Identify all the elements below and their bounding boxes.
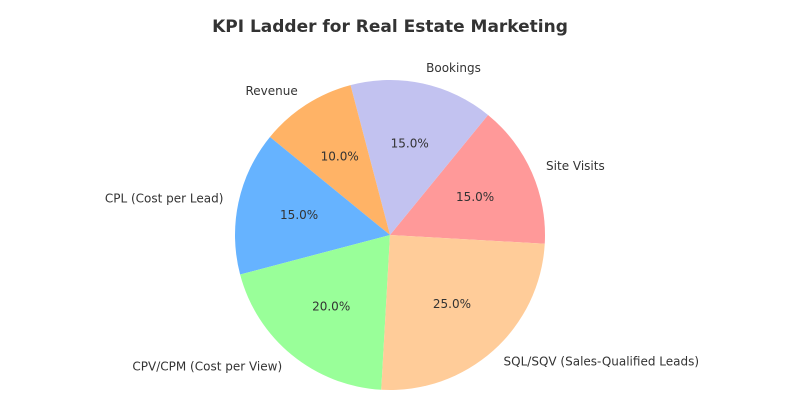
slice-label: Site Visits [546,159,605,173]
pie-slice [350,80,489,236]
value-label: 10.0% [321,149,359,163]
value-label: 25.0% [433,297,471,311]
pie-slice [269,85,390,235]
slice-label: CPL (Cost per Lead) [105,191,224,205]
slice-label: Revenue [245,84,297,98]
pie-slice [390,114,545,244]
value-label: 15.0% [391,137,429,151]
pie-slice [240,235,390,390]
value-label: 20.0% [312,300,350,314]
slice-label: CPV/CPM (Cost per View) [132,360,282,374]
value-label: 15.0% [456,190,494,204]
pie-slice [235,136,390,275]
chart-title: KPI Ladder for Real Estate Marketing [212,17,568,37]
value-label: 15.0% [280,208,318,222]
slice-label: SQL/SQV (Sales-Qualified Leads) [504,355,699,369]
slice-label: Bookings [426,61,481,75]
pie-slice [381,235,545,390]
